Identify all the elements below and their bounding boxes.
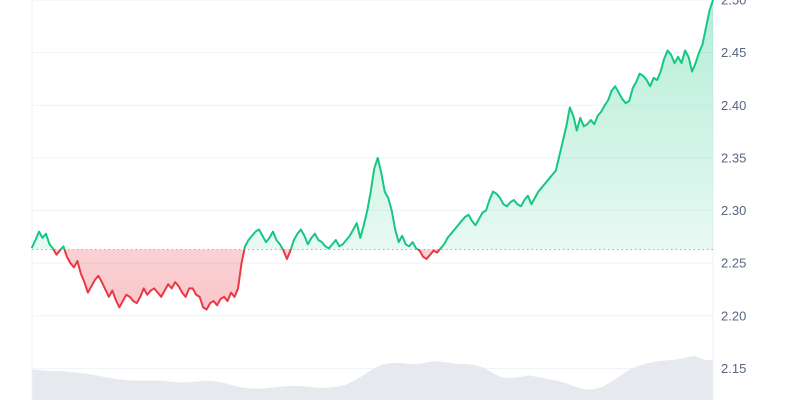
- y-tick-label: 2.45: [721, 45, 746, 60]
- y-tick-label: 2.30: [721, 203, 746, 218]
- y-tick-label: 2.35: [721, 150, 746, 165]
- y-tick-label: 2.20: [721, 308, 746, 323]
- y-tick-label: 2.25: [721, 256, 746, 271]
- price-line-below: [52, 249, 442, 311]
- area-below-baseline: [53, 249, 440, 310]
- volume-area: [32, 356, 713, 400]
- price-line: [31, 0, 714, 311]
- y-tick-label: 2.40: [721, 98, 746, 113]
- y-tick-label: 2.15: [721, 361, 746, 376]
- volume-area-shape: [32, 356, 713, 400]
- y-axis-tick-labels: 2.15 2.20 2.25 2.30 2.35 2.40 2.45 2.50: [721, 0, 746, 376]
- price-line-above: [31, 0, 714, 250]
- y-tick-label: 2.50: [721, 0, 746, 8]
